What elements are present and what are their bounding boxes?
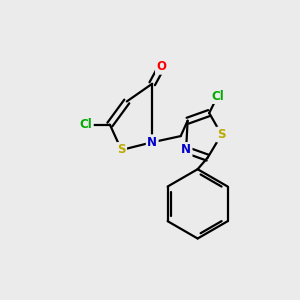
Text: N: N	[181, 143, 191, 157]
Text: Cl: Cl	[211, 90, 224, 103]
Text: S: S	[117, 143, 126, 157]
Text: O: O	[157, 60, 166, 73]
Text: S: S	[217, 128, 226, 141]
Text: N: N	[147, 136, 157, 149]
Text: Cl: Cl	[80, 118, 92, 131]
